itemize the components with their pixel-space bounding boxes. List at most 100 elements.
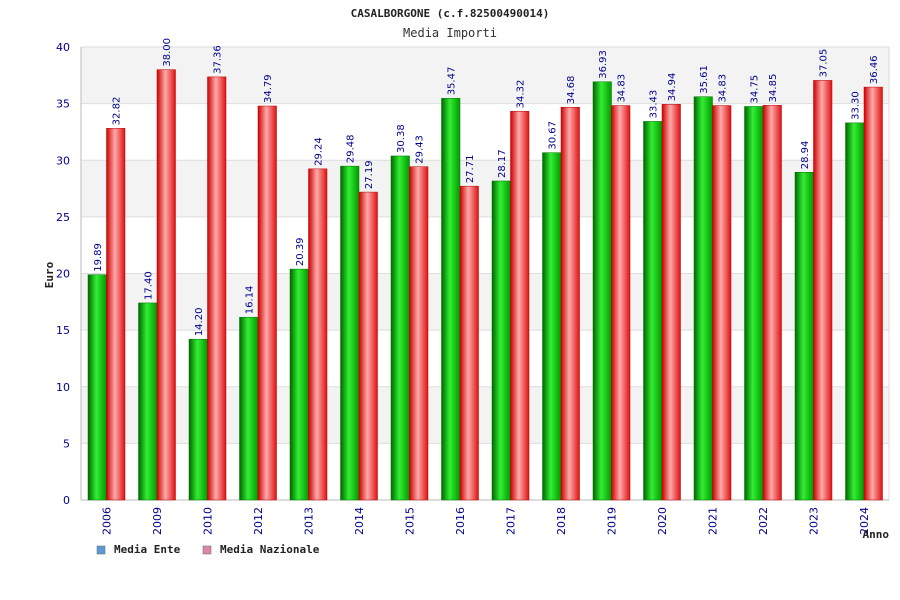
value-label: 35.47	[447, 67, 458, 96]
bar-media-ente	[693, 96, 713, 501]
x-tick-label: 2021	[707, 507, 720, 535]
value-label: 36.93	[598, 50, 609, 79]
value-label: 29.48	[346, 134, 357, 163]
bar-media-ente	[794, 172, 814, 501]
x-tick-label: 2013	[303, 507, 316, 535]
bars-group	[87, 69, 883, 501]
chart-subtitle: Media Importi	[403, 26, 497, 40]
y-tick-label: 0	[63, 494, 70, 507]
bar-media-nazionale	[358, 191, 378, 501]
value-label: 34.75	[750, 75, 761, 104]
legend-swatch-media-ente	[96, 545, 106, 555]
value-label: 29.24	[314, 137, 325, 166]
bar-media-ente	[340, 165, 360, 501]
x-tick-label: 2014	[353, 507, 366, 535]
bar-media-ente	[390, 155, 410, 501]
bar-media-nazionale	[560, 106, 580, 501]
x-tick-label: 2012	[252, 507, 265, 535]
value-label: 27.71	[465, 155, 476, 184]
x-tick-label: 2010	[202, 507, 215, 535]
value-label: 34.32	[516, 80, 527, 109]
bar-media-ente	[491, 180, 511, 501]
value-label: 35.61	[699, 65, 710, 94]
y-tick-label: 40	[56, 41, 70, 54]
x-tick-label: 2009	[151, 507, 164, 535]
y-tick-label: 35	[56, 98, 70, 111]
value-label: 20.39	[295, 237, 306, 266]
bar-media-nazionale	[106, 128, 126, 501]
bar-media-nazionale	[207, 76, 227, 501]
x-tick-label: 2022	[757, 507, 770, 535]
bar-media-nazionale	[762, 105, 782, 501]
value-label: 34.83	[617, 74, 628, 103]
bar-media-nazionale	[308, 168, 328, 501]
bar-media-ente	[188, 338, 208, 501]
value-label: 36.46	[869, 55, 880, 84]
value-label: 33.43	[649, 90, 660, 119]
bar-media-nazionale	[409, 166, 429, 501]
y-axis-label: Euro	[43, 261, 56, 288]
bar-media-ente	[138, 302, 158, 501]
bar-media-ente	[744, 106, 764, 501]
legend-label-media-ente: Media Ente	[114, 543, 181, 556]
bar-media-nazionale	[863, 86, 883, 501]
value-label: 37.05	[819, 49, 830, 78]
legend-label-media-nazionale: Media Nazionale	[220, 543, 320, 556]
value-label: 34.94	[667, 73, 678, 102]
value-label: 14.20	[194, 308, 205, 337]
bar-media-ente	[643, 121, 663, 501]
value-label: 37.36	[213, 45, 224, 74]
value-label: 34.85	[768, 74, 779, 103]
bar-media-nazionale	[510, 111, 530, 501]
x-tick-label: 2020	[656, 507, 669, 535]
value-label: 34.68	[566, 76, 577, 105]
bar-media-nazionale	[611, 105, 631, 501]
x-tick-label: 2017	[505, 507, 518, 535]
bar-media-ente	[441, 98, 461, 501]
bar-media-nazionale	[712, 105, 732, 501]
bar-media-ente	[289, 268, 309, 501]
y-tick-label: 5	[63, 437, 70, 450]
value-label: 38.00	[162, 38, 173, 67]
bar-media-ente	[239, 316, 259, 501]
value-label: 28.17	[497, 149, 508, 178]
value-label: 29.43	[415, 135, 426, 164]
value-label: 16.14	[245, 286, 256, 315]
x-tick-label: 2018	[555, 507, 568, 535]
value-label: 34.83	[718, 74, 729, 103]
x-axis-ticks: 2006 2009 2010 2012 2013 2014 2015 2016 2017 2018…	[101, 507, 872, 535]
x-tick-label: 2019	[606, 507, 619, 535]
value-label: 28.94	[800, 141, 811, 170]
value-label: 33.30	[851, 91, 862, 120]
value-label: 30.67	[548, 121, 559, 150]
bar-media-nazionale	[813, 80, 833, 501]
y-tick-label: 10	[56, 381, 70, 394]
x-tick-label: 2016	[454, 507, 467, 535]
legend: Media Ente Media Nazionale	[96, 543, 320, 556]
y-tick-label: 25	[56, 211, 70, 224]
y-tick-label: 15	[56, 324, 70, 337]
y-axis-ticks: 0 5 10 15 20 25 30 35 40	[56, 41, 70, 507]
bar-media-ente	[592, 81, 612, 501]
x-tick-label: 2006	[101, 507, 114, 535]
x-tick-label: 2024	[858, 507, 871, 535]
legend-swatch-media-nazionale	[202, 545, 212, 555]
chart-title: CASALBORGONE (c.f.82500490014)	[351, 7, 550, 20]
bar-media-ente	[87, 274, 107, 501]
x-tick-label: 2023	[808, 507, 821, 535]
value-label: 32.82	[112, 97, 123, 126]
bar-media-nazionale	[257, 105, 277, 501]
y-tick-label: 20	[56, 268, 70, 281]
bar-media-nazionale	[661, 104, 681, 501]
bar-media-nazionale	[459, 185, 479, 501]
value-label: 17.40	[144, 271, 155, 300]
x-tick-label: 2015	[404, 507, 417, 535]
y-tick-label: 30	[56, 154, 70, 167]
value-label: 34.79	[263, 74, 274, 103]
value-label: 27.19	[364, 160, 375, 189]
value-label: 30.38	[396, 124, 407, 153]
value-label: 19.89	[93, 243, 104, 272]
x-axis-label: Anno	[863, 528, 890, 541]
bar-media-nazionale	[156, 69, 176, 501]
